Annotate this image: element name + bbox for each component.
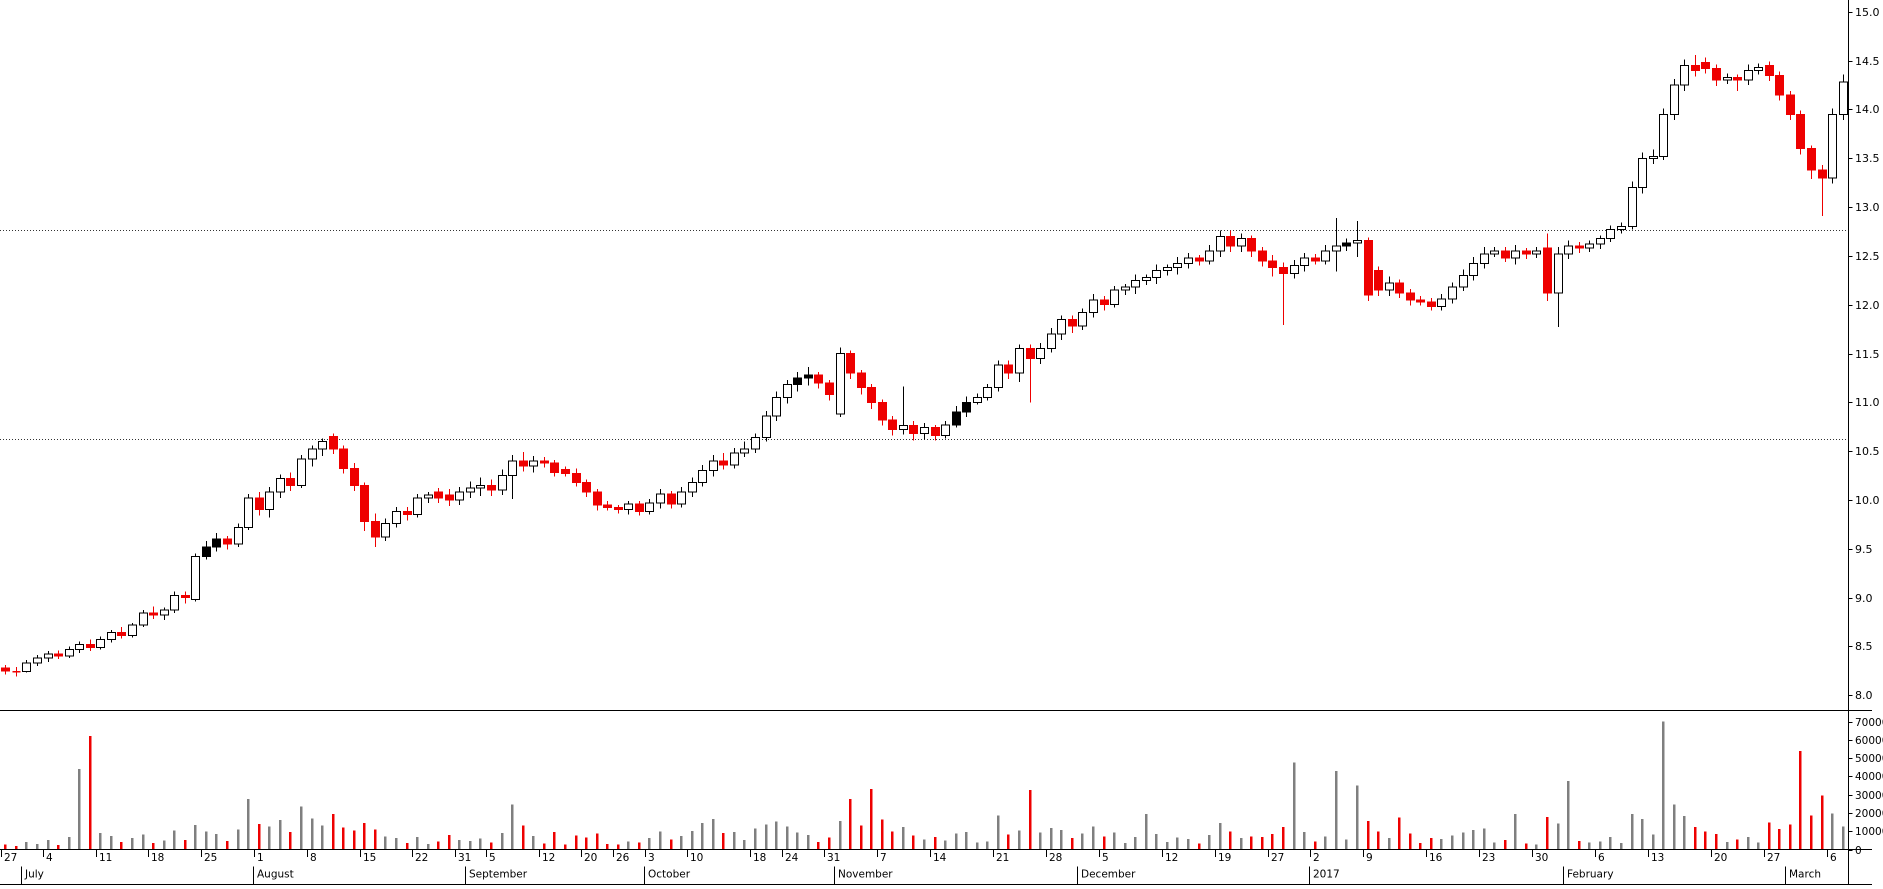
svg-text:11.5: 11.5 (1855, 348, 1880, 361)
svg-text:5: 5 (1102, 852, 1109, 864)
svg-text:13.5: 13.5 (1855, 152, 1880, 165)
svg-text:19: 19 (1218, 852, 1231, 864)
svg-text:3: 3 (648, 852, 655, 864)
svg-text:December: December (1081, 869, 1136, 881)
svg-text:March: March (1789, 869, 1821, 881)
x-axis-months: July August September October November Decemb… (21, 866, 1821, 885)
svg-text:6: 6 (1598, 852, 1605, 864)
volume-bars (4, 721, 1845, 850)
svg-text:11: 11 (99, 852, 112, 864)
svg-text:13: 13 (1651, 852, 1664, 864)
svg-text:9.0: 9.0 (1855, 592, 1873, 605)
svg-text:25: 25 (204, 852, 217, 864)
svg-text:27: 27 (4, 852, 17, 864)
svg-text:7: 7 (880, 852, 887, 864)
svg-text:14.0: 14.0 (1855, 103, 1880, 116)
svg-text:60000: 60000 (1855, 735, 1883, 747)
svg-text:70000: 70000 (1855, 717, 1883, 729)
svg-text:8.0: 8.0 (1855, 689, 1873, 702)
svg-text:July: July (24, 869, 44, 881)
svg-text:September: September (469, 869, 528, 881)
svg-text:24: 24 (785, 852, 799, 864)
svg-text:12.5: 12.5 (1855, 250, 1880, 263)
svg-text:14.5: 14.5 (1855, 55, 1880, 68)
svg-text:8: 8 (310, 852, 317, 864)
svg-text:October: October (648, 869, 691, 881)
svg-text:1: 1 (257, 852, 264, 864)
svg-text:5: 5 (489, 852, 496, 864)
svg-text:12: 12 (542, 852, 555, 864)
svg-text:26: 26 (616, 852, 630, 864)
svg-text:23: 23 (1482, 852, 1495, 864)
svg-text:August: August (257, 869, 294, 881)
price-axis: 15.0 14.5 14.0 13.5 13.0 12.5 12.0 11.5 11.0 10.5… (1848, 6, 1880, 702)
svg-text:20000: 20000 (1855, 808, 1883, 820)
svg-text:6: 6 (1830, 852, 1837, 864)
svg-text:20: 20 (584, 852, 597, 864)
svg-text:22: 22 (415, 852, 428, 864)
svg-text:18: 18 (151, 852, 164, 864)
svg-text:13.0: 13.0 (1855, 201, 1880, 214)
svg-text:21: 21 (996, 852, 1009, 864)
candles (1, 54, 1848, 677)
svg-text:15: 15 (363, 852, 376, 864)
svg-text:0: 0 (1855, 845, 1862, 857)
svg-text:February: February (1567, 869, 1614, 881)
svg-text:14: 14 (933, 852, 947, 864)
svg-text:16: 16 (1429, 852, 1443, 864)
svg-text:28: 28 (1049, 852, 1062, 864)
svg-text:50000: 50000 (1855, 753, 1883, 765)
svg-text:November: November (838, 869, 893, 881)
svg-text:11.0: 11.0 (1855, 396, 1880, 409)
svg-text:10.0: 10.0 (1855, 494, 1880, 507)
svg-text:12.0: 12.0 (1855, 299, 1880, 312)
svg-text:9: 9 (1366, 852, 1373, 864)
svg-text:27: 27 (1271, 852, 1284, 864)
svg-text:8.5: 8.5 (1855, 640, 1873, 653)
svg-text:4: 4 (46, 852, 53, 864)
svg-text:10: 10 (690, 852, 703, 864)
svg-text:30000: 30000 (1855, 790, 1883, 802)
svg-text:30: 30 (1535, 852, 1548, 864)
svg-text:9.5: 9.5 (1855, 543, 1873, 556)
svg-text:31: 31 (458, 852, 471, 864)
svg-text:12: 12 (1165, 852, 1178, 864)
svg-text:2017: 2017 (1313, 869, 1340, 881)
x-axis-weeks: 27 4 11 18 25 1 8 15 22 31 5 12 20 26 3 10 18 24 31 7 14 21 28… (1, 850, 1837, 864)
svg-text:40000: 40000 (1855, 771, 1883, 783)
svg-text:2: 2 (1313, 852, 1320, 864)
svg-text:10.5: 10.5 (1855, 445, 1880, 458)
svg-text:27: 27 (1767, 852, 1780, 864)
svg-text:15.0: 15.0 (1855, 6, 1880, 19)
svg-text:20: 20 (1714, 852, 1727, 864)
svg-text:18: 18 (753, 852, 766, 864)
svg-text:31: 31 (827, 852, 840, 864)
reference-lines (0, 230, 1848, 440)
